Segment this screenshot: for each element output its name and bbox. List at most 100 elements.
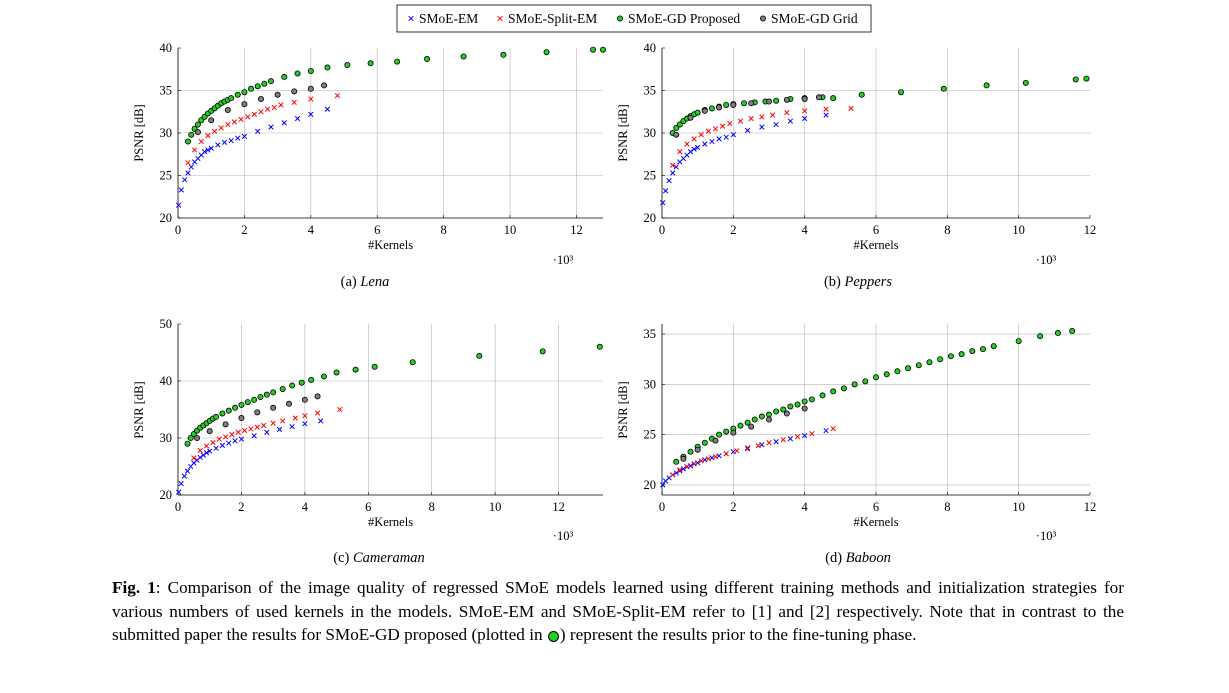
data-point [241,89,248,96]
data-point [294,115,301,122]
data-point [225,121,231,128]
x-tick-label: 12 [552,500,565,514]
series-smoe-gd-proposed [184,343,603,447]
data-point [698,132,704,138]
data-point [543,49,550,56]
data-point [851,381,858,388]
data-point [734,448,740,454]
series-smoe-split-em [191,406,343,461]
data-point [660,200,666,206]
data-point [367,60,374,67]
data-point [215,142,221,148]
data-point [1083,75,1090,82]
data-point [823,427,829,434]
data-point [334,92,341,99]
data-point [251,433,257,439]
y-tick-label: 30 [160,126,173,140]
data-point [175,489,182,495]
subcaption-prefix: (c) [333,550,353,566]
y-tick-label: 50 [160,317,173,331]
data-point [248,85,255,92]
data-point [858,91,865,98]
data-point [264,106,271,112]
data-point [712,126,719,132]
data-point [958,351,965,358]
chart-panel-4: 0 2 4 6 8 10 12 20 25 30 35 #Kernels PSNR [dB] ·10³ (d… [616,324,1096,566]
data-point [691,146,697,152]
data-point [231,119,238,125]
data-point [737,118,744,124]
data-point [207,448,213,454]
data-point [883,371,890,378]
data-point [267,78,274,85]
data-point [213,413,220,420]
data-point [673,164,679,170]
data-point [251,396,258,403]
data-point [705,128,712,134]
series-smoe-gd-proposed [673,328,1076,465]
data-point [229,431,235,438]
data-point [208,117,215,124]
x-tick-label: 8 [429,500,435,514]
x-tick-label: 6 [873,223,879,237]
data-point [716,136,722,142]
series-smoe-gd-grid [194,82,328,136]
data-point [201,149,208,155]
chart-panel-2: 0 2 4 6 8 10 12 20 25 30 35 40 #Kernels PSNR [dB] ·10³… [616,41,1096,290]
data-point [241,427,248,434]
data-point [1069,328,1076,335]
data-point [744,446,751,452]
subcaption-prefix: (d) [825,550,846,566]
data-point [691,461,697,467]
data-point [1022,79,1029,86]
data-point [698,458,704,464]
data-point [254,83,261,90]
data-point [705,456,712,462]
data-point [680,455,687,462]
legend-marker-3 [617,15,624,22]
x-tick-label: 4 [802,500,809,514]
data-point [730,429,737,436]
x-tick-label: 0 [659,223,665,237]
x-axis-multiplier: ·10³ [553,529,574,543]
x-tick-label: 6 [365,500,371,514]
data-point [500,51,507,58]
data-point [773,121,779,128]
data-point [245,114,251,120]
subcaption-name: Cameraman [353,550,425,566]
data-point [766,411,773,418]
panel-subcaption: (c) Cameraman [333,550,424,566]
data-point [748,115,754,122]
x-tick-label: 2 [241,223,247,237]
data-point [203,450,210,456]
data-point [228,95,235,102]
data-point [784,109,790,116]
data-point [823,106,829,112]
data-point [203,443,210,449]
data-point [596,343,603,350]
data-point [208,145,214,151]
data-point [677,467,683,473]
subcaption-name: Peppers [844,274,893,290]
data-point [980,346,987,353]
data-point [371,363,378,370]
data-point [673,458,680,465]
data-point [184,138,191,145]
data-point [228,137,234,144]
data-point [848,105,854,112]
data-point [178,480,184,487]
data-point [723,134,729,140]
data-point [270,420,276,426]
data-point [687,114,694,121]
y-axis-label: PSNR [dB] [616,104,630,161]
data-point [773,97,780,104]
y-tick-label: 20 [160,488,173,502]
x-axis-label: #Kernels [368,238,413,252]
subcaption-prefix: (a) [341,274,361,290]
data-point [676,121,683,128]
data-point [695,144,701,151]
data-point [238,401,245,408]
data-point [783,410,790,417]
data-point [727,120,733,127]
data-point [333,369,340,376]
